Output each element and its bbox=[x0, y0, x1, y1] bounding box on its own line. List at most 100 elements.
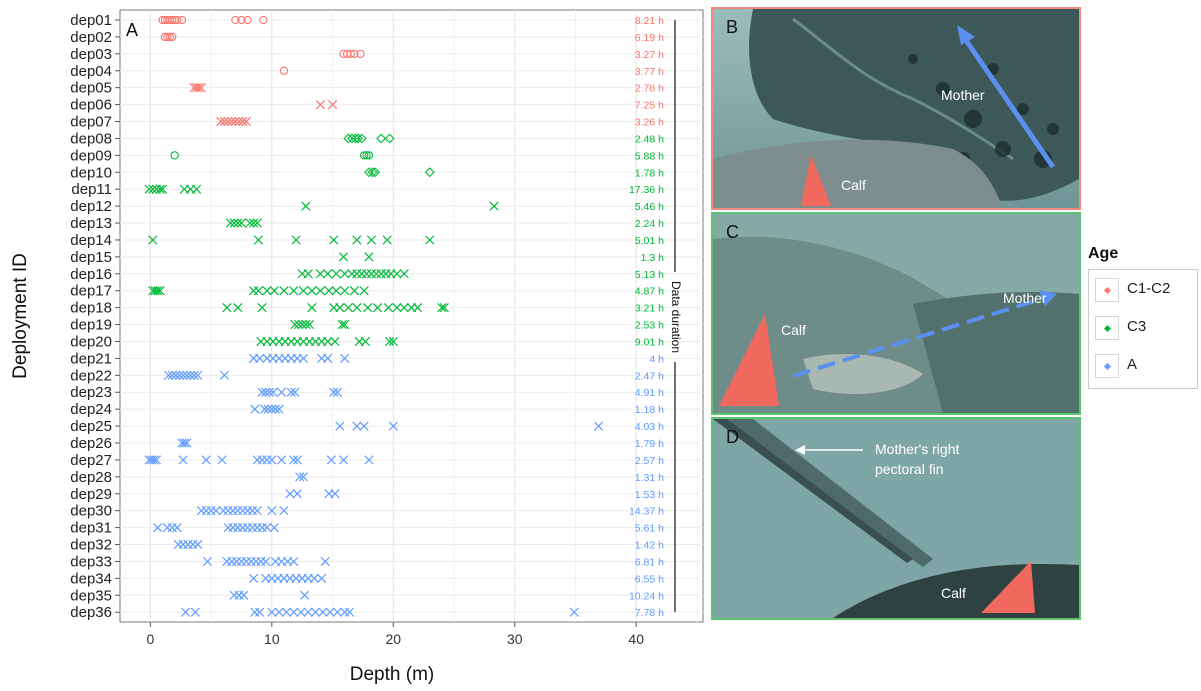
duration-label: 5.13 h bbox=[635, 269, 664, 281]
data-point bbox=[331, 269, 341, 279]
data-point bbox=[163, 370, 174, 380]
data-point bbox=[349, 286, 360, 296]
data-point bbox=[340, 286, 350, 296]
data-point bbox=[310, 607, 321, 617]
x-tick-label: 10 bbox=[264, 631, 280, 647]
x-tick-label: 0 bbox=[146, 631, 154, 647]
data-point bbox=[367, 167, 378, 178]
photo-d-fin-label-line2: pectoral fin bbox=[875, 461, 944, 477]
data-point bbox=[167, 370, 177, 380]
data-point bbox=[253, 235, 264, 245]
y-tick-label: dep32 bbox=[70, 537, 112, 554]
data-point bbox=[217, 455, 227, 465]
data-point bbox=[382, 235, 392, 245]
photo-panel-b: B Mother Calf bbox=[711, 7, 1081, 210]
data-point bbox=[250, 404, 260, 414]
y-tick-label: dep26 bbox=[70, 435, 112, 452]
data-point bbox=[364, 455, 374, 465]
data-point bbox=[425, 235, 435, 245]
data-point bbox=[330, 489, 340, 499]
duration-label: 2.53 h bbox=[635, 320, 664, 332]
data-point bbox=[392, 303, 402, 313]
y-tick-label: dep22 bbox=[70, 367, 112, 384]
data-point bbox=[229, 218, 239, 228]
data-point bbox=[343, 303, 353, 313]
data-point bbox=[178, 370, 188, 380]
data-point bbox=[388, 421, 398, 431]
data-point bbox=[227, 116, 237, 127]
data-point bbox=[279, 286, 289, 296]
data-point bbox=[320, 556, 330, 567]
data-point bbox=[315, 269, 326, 279]
photo-c-calf-label: Calf bbox=[781, 322, 806, 338]
data-point bbox=[318, 607, 328, 617]
y-tick-label: dep35 bbox=[70, 587, 112, 604]
photo-b-red-triangle bbox=[801, 155, 831, 206]
data-point bbox=[193, 539, 203, 550]
photo-c-mother-label: Mother bbox=[1003, 290, 1047, 306]
data-point bbox=[364, 252, 374, 262]
data-point bbox=[171, 370, 181, 380]
duration-label: 1.78 h bbox=[635, 167, 664, 179]
data-point bbox=[219, 370, 230, 380]
data-point bbox=[338, 455, 349, 465]
data-point bbox=[286, 387, 296, 397]
data-point bbox=[392, 269, 402, 279]
data-point bbox=[385, 336, 395, 347]
legend-dot-c3 bbox=[1103, 324, 1112, 333]
data-point bbox=[352, 303, 362, 313]
data-point bbox=[241, 116, 251, 127]
duration-label: 2.57 h bbox=[635, 455, 664, 467]
data-point bbox=[325, 607, 335, 617]
photo-c-blue-arrow bbox=[792, 294, 1052, 378]
data-point bbox=[350, 49, 359, 58]
data-point bbox=[155, 286, 165, 296]
y-tick-label: dep11 bbox=[71, 181, 112, 198]
data-point bbox=[185, 370, 196, 380]
photo-c-image bbox=[713, 214, 1079, 413]
photo-d-image bbox=[713, 419, 1079, 618]
data-point bbox=[177, 15, 187, 25]
data-point bbox=[298, 353, 309, 364]
photo-b-image bbox=[713, 9, 1079, 208]
photo-b-calf-label: Calf bbox=[841, 177, 866, 193]
data-point bbox=[252, 218, 262, 228]
data-point bbox=[262, 522, 272, 533]
duration-label: 5.01 h bbox=[635, 235, 664, 247]
data-point bbox=[293, 319, 304, 330]
data-point bbox=[149, 455, 159, 465]
y-tick-label: dep03 bbox=[70, 46, 112, 63]
y-tick-label: dep23 bbox=[70, 384, 112, 401]
y-tick-label: dep19 bbox=[70, 317, 112, 334]
data-point bbox=[399, 303, 409, 313]
duration-label: 1.31 h bbox=[635, 472, 664, 484]
data-point bbox=[329, 387, 339, 397]
photo-c-red-triangle bbox=[719, 314, 779, 406]
data-point bbox=[309, 573, 319, 583]
data-point bbox=[234, 116, 244, 127]
data-point bbox=[359, 421, 369, 431]
duration-label: 17.36 h bbox=[629, 184, 664, 196]
duration-label: 2.48 h bbox=[635, 133, 664, 145]
y-tick-labels: dep01dep02dep03dep04dep05dep06dep07dep08… bbox=[70, 12, 120, 621]
data-point bbox=[337, 319, 347, 330]
data-point bbox=[261, 556, 271, 567]
data-point bbox=[259, 15, 268, 25]
data-point bbox=[157, 184, 168, 194]
y-tick-label: dep27 bbox=[70, 452, 112, 469]
data-point bbox=[148, 184, 158, 194]
data-point bbox=[329, 235, 339, 245]
data-point bbox=[304, 319, 315, 330]
data-point bbox=[281, 607, 292, 617]
legend-dot-c1-c2 bbox=[1103, 286, 1112, 295]
data-point bbox=[168, 32, 177, 42]
data-point bbox=[259, 404, 270, 414]
data-point bbox=[359, 151, 369, 160]
duration-label: 7.25 h bbox=[635, 100, 664, 112]
data-point bbox=[253, 286, 264, 296]
data-point bbox=[196, 83, 207, 93]
legend-key-a bbox=[1095, 354, 1119, 378]
y-axis-title: Deployment ID bbox=[10, 253, 31, 379]
data-point bbox=[276, 455, 287, 465]
y-tick-label: dep08 bbox=[70, 130, 112, 147]
